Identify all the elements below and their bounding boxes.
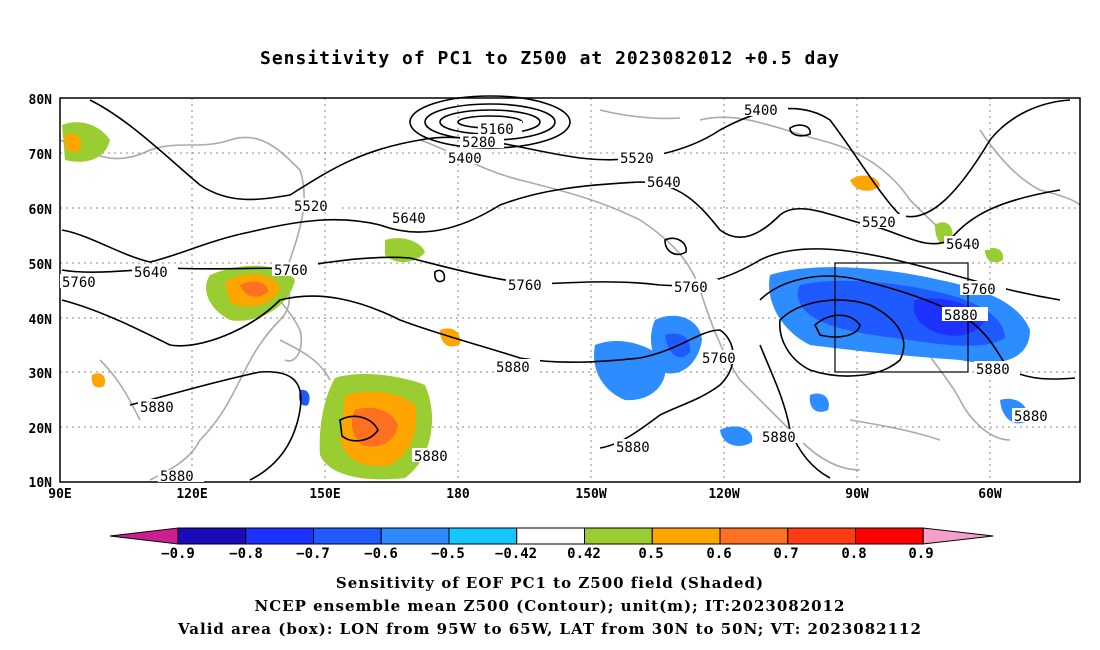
colorbar-label: 0.8	[841, 546, 866, 562]
contour-label: 5880	[140, 400, 174, 416]
lon-label: 120W	[708, 487, 739, 502]
contour-label: 5640	[946, 237, 980, 253]
contour-label: 5880	[414, 449, 448, 465]
caption-shading: Sensitivity of EOF PC1 to Z500 field (Sh…	[335, 574, 765, 592]
lat-label: 50N	[29, 258, 53, 273]
colorbar-label: 0.9	[908, 546, 933, 562]
colorbar-labels: −0.9 −0.8 −0.7 −0.6 −0.5 −0.42 0.42 0.5 …	[161, 546, 934, 562]
colorbar-label: 0.5	[638, 546, 663, 562]
map-frame	[59, 97, 1081, 483]
colorbar-label: 0.42	[567, 546, 601, 562]
contour-label: 5280	[462, 135, 496, 151]
colorbar-end-high	[922, 527, 994, 545]
contour-label: 5880	[762, 430, 796, 446]
contour-label: 5880	[976, 362, 1010, 378]
colorbar-segment	[313, 527, 382, 545]
colorbar-segment	[448, 527, 518, 545]
contour-label: 5880	[496, 360, 530, 376]
contour-label: 5640	[647, 175, 681, 191]
map-title: Sensitivity of PC1 to Z500 at 2023082012…	[259, 48, 840, 69]
caption-contour: NCEP ensemble mean Z500 (Contour); unit(…	[254, 597, 846, 615]
colorbar-segment	[516, 527, 585, 545]
colorbar-label: −0.5	[431, 546, 465, 562]
lon-label: 90E	[48, 487, 71, 502]
colorbar	[109, 527, 994, 545]
colorbar-segment	[177, 527, 247, 545]
lon-label: 90W	[845, 487, 869, 502]
lat-label: 10N	[29, 476, 53, 491]
colorbar-label: −0.6	[364, 546, 398, 562]
contour-label: 5760	[508, 278, 542, 294]
colorbar-label: −0.9	[161, 546, 195, 562]
contour-label: 5520	[620, 151, 654, 167]
lat-label: 40N	[29, 313, 53, 328]
contour-label: 5760	[962, 282, 996, 298]
lat-label: 20N	[29, 422, 53, 437]
lon-label: 150E	[309, 487, 340, 502]
contour-label: 5880	[160, 469, 194, 485]
contour-label: 5520	[294, 199, 328, 215]
colorbar-end-low	[109, 527, 179, 545]
colorbar-label: −0.7	[296, 546, 330, 562]
lat-label: 80N	[29, 93, 53, 108]
contour-label: 5760	[62, 275, 96, 291]
colorbar-label: 0.7	[773, 546, 798, 562]
colorbar-label: −0.42	[495, 546, 537, 562]
contour-label: 5520	[862, 215, 896, 231]
lon-label: 180	[446, 487, 470, 502]
contour-label: 5640	[392, 211, 426, 227]
contour-label: 5880	[944, 308, 978, 324]
contour-label: 5880	[1014, 409, 1048, 425]
contour-label: 5760	[702, 351, 736, 367]
colorbar-label: 0.6	[706, 546, 731, 562]
colorbar-segment	[651, 527, 721, 545]
map-panel: 5160 5280 5400 5400 5520 5520 5520 5640 …	[29, 93, 1081, 502]
contour-label: 5760	[274, 263, 308, 279]
colorbar-segment	[719, 527, 789, 545]
colorbar-segment	[245, 527, 314, 545]
lon-label: 60W	[978, 487, 1002, 502]
lat-label: 70N	[29, 148, 53, 163]
lat-label: 60N	[29, 203, 53, 218]
contour-label: 5400	[744, 103, 778, 119]
lat-label: 30N	[29, 367, 53, 382]
colorbar-segment	[584, 527, 653, 545]
lon-label: 150W	[575, 487, 606, 502]
contour-label: 5880	[616, 440, 650, 456]
caption-valid-area: Valid area (box): LON from 95W to 65W, L…	[178, 620, 922, 638]
colorbar-label: −0.8	[229, 546, 263, 562]
colorbar-segment	[787, 527, 856, 545]
colorbar-segment	[380, 527, 450, 545]
colorbar-segment	[855, 527, 924, 545]
contour-label: 5640	[134, 265, 168, 281]
lon-label: 120E	[176, 487, 207, 502]
contour-label: 5400	[448, 151, 482, 167]
contour-label: 5760	[674, 280, 708, 296]
